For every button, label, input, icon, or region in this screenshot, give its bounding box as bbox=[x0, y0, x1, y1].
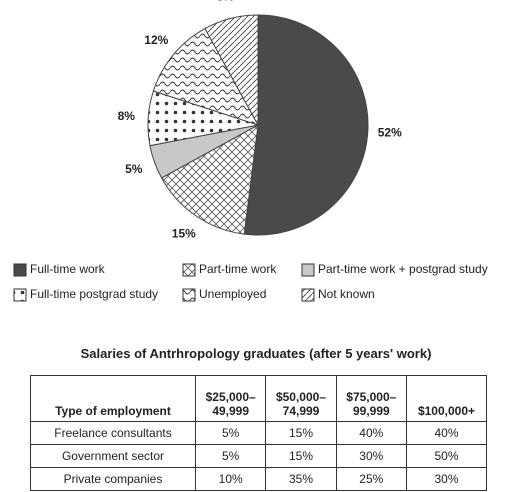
header-text: $25,000– bbox=[205, 390, 256, 404]
pie-slice bbox=[152, 27, 260, 126]
slice-label: 15% bbox=[172, 226, 196, 240]
table-cell: 30% bbox=[405, 467, 488, 491]
table-cell: 15% bbox=[265, 421, 337, 445]
legend-label: Part-time work bbox=[199, 262, 277, 276]
header-text: 99,999 bbox=[352, 404, 390, 418]
header-text: $100,000+ bbox=[417, 404, 476, 418]
legend-swatch bbox=[301, 288, 315, 302]
legend-swatch bbox=[13, 288, 27, 302]
header-text: $50,000– bbox=[275, 390, 327, 404]
header-cell: $25,000– 49,999 bbox=[194, 375, 267, 422]
table-cell: 5% bbox=[194, 421, 267, 445]
pie-slice bbox=[243, 14, 369, 236]
table-cell: 25% bbox=[335, 467, 407, 491]
slice-label: 5% bbox=[125, 162, 143, 176]
header-cell: $100,000+ bbox=[405, 375, 488, 422]
table-row: Private companies 10% 35% 25% 30% bbox=[30, 467, 488, 491]
header-text: Type of employment bbox=[55, 404, 171, 418]
table-cell: 30% bbox=[335, 444, 407, 468]
legend-label: Full-time postgrad study bbox=[30, 287, 158, 301]
table-cell: 10% bbox=[194, 467, 267, 491]
header-text: $75,000– bbox=[346, 390, 397, 404]
slice-label: 8% bbox=[217, 0, 235, 3]
header-text: 49,999 bbox=[212, 404, 250, 418]
slice-label: 12% bbox=[144, 33, 168, 47]
header-text: 74,999 bbox=[282, 404, 320, 418]
table-cell: Freelance consultants bbox=[30, 421, 196, 445]
pie-slice bbox=[160, 124, 259, 235]
table-row: Freelance consultants 5% 15% 40% 40% bbox=[30, 421, 488, 445]
table-cell: Government sector bbox=[30, 444, 196, 468]
header-cell: $50,000– 74,999 bbox=[265, 375, 337, 422]
legend-label: Unemployed bbox=[199, 287, 266, 301]
legend-swatch bbox=[182, 263, 196, 277]
table-cell: 5% bbox=[194, 444, 267, 468]
table-title: Salaries of Antrhropology graduates (aft… bbox=[80, 346, 432, 361]
legend-swatch bbox=[301, 263, 315, 277]
table-cell: 50% bbox=[405, 444, 488, 468]
legend-swatch bbox=[182, 288, 196, 302]
header-cell: Type of employment bbox=[30, 375, 196, 422]
pie-slice bbox=[204, 14, 259, 126]
table-cell: 15% bbox=[265, 444, 337, 468]
legend-label: Part-time work + postgrad study bbox=[318, 262, 488, 276]
table-cell: 40% bbox=[405, 421, 488, 445]
salary-table: Type of employment $25,000– 49,999 $50,000–… bbox=[30, 375, 488, 491]
chart: 52% 15% 5% 8% 12% 8% Full-time work Part-time w… bbox=[13, 0, 488, 302]
table-cell: 35% bbox=[265, 467, 337, 491]
table-cell: Private companies bbox=[30, 467, 196, 491]
header-cell: $75,000– 99,999 bbox=[335, 375, 407, 422]
slice-label: 52% bbox=[378, 125, 402, 139]
legend-swatch bbox=[13, 263, 27, 277]
legend-label: Not known bbox=[318, 287, 375, 301]
slice-label: 8% bbox=[118, 109, 136, 123]
legend-label: Full-time work bbox=[30, 262, 106, 276]
table-cell: 40% bbox=[335, 421, 407, 445]
table-row: Government sector 5% 15% 30% 50% bbox=[30, 444, 488, 468]
